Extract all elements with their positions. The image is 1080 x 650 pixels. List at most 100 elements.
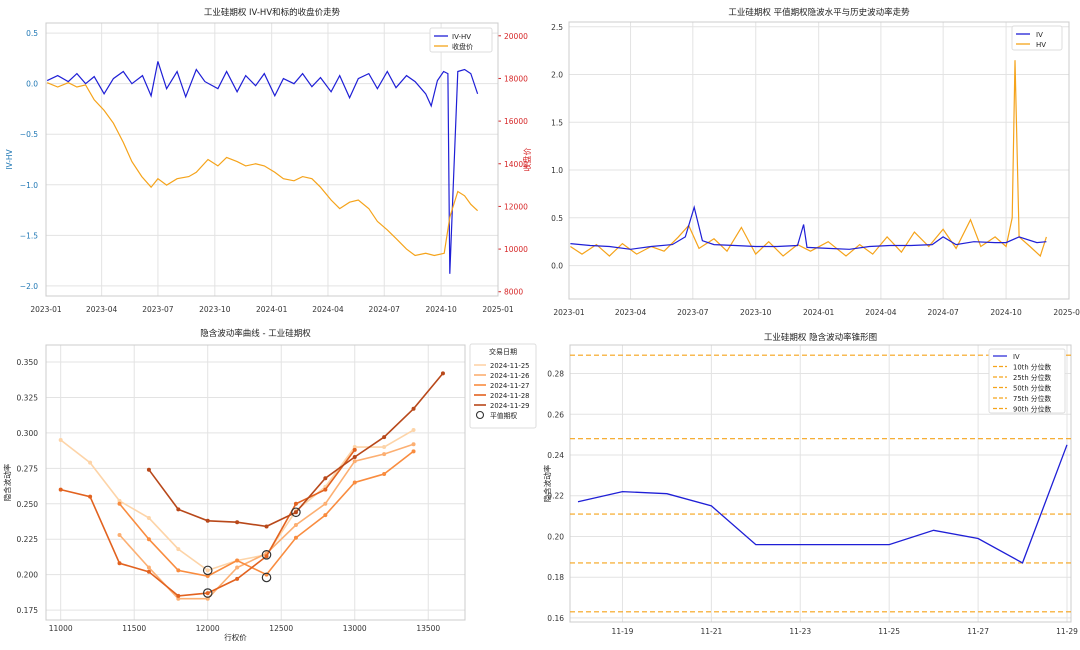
smile-point xyxy=(235,565,240,570)
y-tick-label: 0.0 xyxy=(551,262,563,271)
chart-volatility-cone-svg: 工业硅期权 隐含波动率锥形图 11-19 11-21 11-23 11-25 11-27 1… xyxy=(542,332,1078,636)
smile-point xyxy=(411,406,416,411)
smile-point xyxy=(235,558,240,563)
smile-point xyxy=(293,523,298,528)
smile-point xyxy=(117,498,122,503)
legend-label: IV xyxy=(1036,31,1043,39)
smile-point xyxy=(411,442,416,447)
x-tick-label: 11-19 xyxy=(612,627,634,636)
chart-volatility-smile: 隐含波动率曲线 - 工业硅期权 11000 11500 12000 12500 13000… xyxy=(0,323,540,646)
smile-point xyxy=(117,561,122,566)
x-tick-label: 11-25 xyxy=(878,627,900,636)
legend-atm-swatch xyxy=(475,410,485,420)
x-tick-label: 2023-01 xyxy=(30,305,62,314)
x-tick-label: 2024-07 xyxy=(369,305,401,314)
plot-frame xyxy=(569,344,1072,623)
legend-label: 收盘价 xyxy=(452,42,473,51)
x-tick-label: 2024-01 xyxy=(803,308,835,317)
chart-volatility-cone: 工业硅期权 隐含波动率锥形图 11-19 11-21 11-23 11-25 11-27 1… xyxy=(540,323,1080,646)
y2-tick-label: 14000 xyxy=(504,160,528,169)
plot-frame xyxy=(568,21,1070,300)
smile-point xyxy=(411,428,416,433)
smile-point xyxy=(382,435,387,440)
y-axis-label: 隐含波动率 xyxy=(2,463,12,501)
x-tick-label: 2025-01 xyxy=(482,305,514,314)
legend-label: 90th 分位数 xyxy=(1013,405,1051,414)
chart-title: 隐含波动率曲线 - 工业硅期权 xyxy=(200,328,311,339)
smile-point xyxy=(146,569,151,574)
smile-point xyxy=(88,494,93,499)
smile-point xyxy=(205,591,210,596)
y-tick-label: 0.28 xyxy=(547,370,564,379)
smile-point xyxy=(440,371,445,376)
y2-tick-label: 18000 xyxy=(504,74,528,83)
series-line-iv xyxy=(570,205,1047,250)
smile-point xyxy=(117,532,122,537)
smile-point xyxy=(117,501,122,506)
legend-label: 2024-11-25 xyxy=(490,362,530,370)
smile-point xyxy=(146,467,151,472)
x-tick-label: 2024-10 xyxy=(990,308,1022,317)
smile-point xyxy=(176,568,181,573)
chart-title: 工业硅期权 IV-HV和标的收盘价走势 xyxy=(204,7,341,18)
chart-atm-iv-hv: 工业硅期权 平值期权隐波水平与历史波动率走势 2023-01 2023-04 2023… xyxy=(540,0,1080,320)
x-tick-label: 2025-01 xyxy=(1053,308,1080,317)
plot-frame xyxy=(45,22,499,297)
smile-point xyxy=(176,593,181,598)
legend-label: IV xyxy=(1013,353,1020,361)
y2-tick-label: 16000 xyxy=(504,117,528,126)
x-tick-label: 13500 xyxy=(416,624,440,633)
smile-point xyxy=(323,501,328,506)
x-tick-label: 12000 xyxy=(196,624,220,633)
smile-point xyxy=(352,454,357,459)
y-tick-label: 1.5 xyxy=(551,118,563,127)
x-tick-label: 2023-04 xyxy=(86,305,118,314)
y-tick-label: 0.0 xyxy=(26,80,38,89)
y2-tick-label: 8000 xyxy=(504,288,523,297)
smile-point xyxy=(58,487,63,492)
y-tick-label: 0.225 xyxy=(17,535,39,544)
y-tick-label: 0.18 xyxy=(547,573,564,582)
y-tick-label: 0.325 xyxy=(17,393,39,402)
smile-point xyxy=(205,568,210,573)
smile-point xyxy=(323,513,328,518)
y-axis-label: 隐含波动率 xyxy=(542,464,552,502)
x-tick-label: 2024-10 xyxy=(425,305,457,314)
atm-marker xyxy=(261,572,272,583)
smile-point xyxy=(323,476,328,481)
atm-marker xyxy=(202,565,213,576)
atm-marker xyxy=(202,588,213,598)
x-tick-label: 13000 xyxy=(343,624,367,633)
x-tick-label: 11-27 xyxy=(967,627,989,636)
smile-point xyxy=(176,596,181,601)
y-tick-label: −1.5 xyxy=(20,231,38,240)
x-tick-label: 11000 xyxy=(49,624,73,633)
smile-point xyxy=(235,576,240,581)
smile-point xyxy=(146,537,151,542)
legend-label: 2024-11-28 xyxy=(490,392,530,400)
smile-point xyxy=(205,518,210,523)
smile-point xyxy=(352,459,357,464)
legend-label: IV-HV xyxy=(452,33,471,41)
x-tick-label: 12500 xyxy=(269,624,293,633)
x-tick-label: 11500 xyxy=(122,624,146,633)
chart-volatility-smile-svg: 隐含波动率曲线 - 工业硅期权 11000 11500 12000 12500 13000… xyxy=(2,328,537,642)
smile-point xyxy=(146,565,151,570)
x-axis-label: 行权价 xyxy=(224,632,247,642)
x-tick-label: 2023-10 xyxy=(740,308,772,317)
y-tick-label: 0.5 xyxy=(26,29,38,38)
series-line-close-price xyxy=(46,82,479,257)
smile-point xyxy=(382,445,387,450)
x-tick-label: 2023-07 xyxy=(677,308,709,317)
chart-title: 工业硅期权 平值期权隐波水平与历史波动率走势 xyxy=(728,7,910,18)
chart-iv-hv-close-svg: 工业硅期权 IV-HV和标的收盘价走势 2023-01 2023-04 2023-07… xyxy=(5,7,532,314)
x-tick-label: 11-21 xyxy=(700,627,722,636)
chart-atm-iv-hv-svg: 工业硅期权 平值期权隐波水平与历史波动率走势 2023-01 2023-04 2023… xyxy=(551,7,1080,317)
smile-point xyxy=(264,554,269,559)
smile-point xyxy=(382,471,387,476)
y-tick-label: 0.26 xyxy=(547,410,564,419)
atm-marker xyxy=(261,549,272,560)
smile-point xyxy=(352,480,357,485)
y-tick-label: 0.20 xyxy=(547,532,564,541)
legend-box xyxy=(469,343,537,429)
